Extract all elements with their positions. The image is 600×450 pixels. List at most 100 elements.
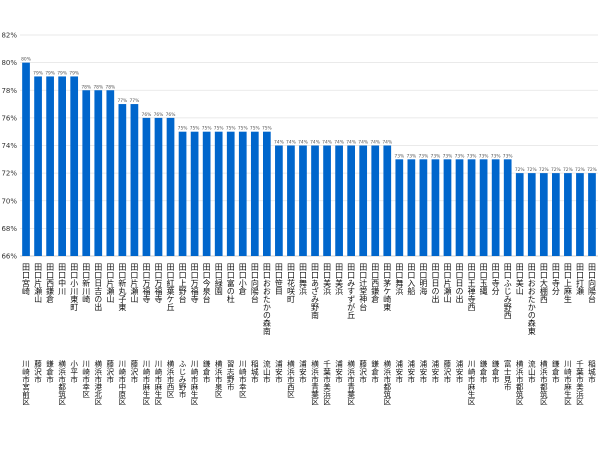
data-label: 74% [286, 140, 296, 146]
data-label: 74% [298, 140, 308, 146]
ward-label: 浦安市 [334, 359, 343, 384]
station-label: 田口宮崎 [22, 263, 31, 295]
bar [263, 131, 271, 256]
bar [539, 173, 548, 256]
station-label: 田口ふじみ野西 [503, 263, 512, 320]
station-labels: 田口宮崎 田口片瀬山 田口西鎌倉 田口中川 田口小川東町 田口新川崎 田口日吉の出 田口片瀬山… [22, 263, 597, 336]
station-label: 田口万福寺 [142, 263, 151, 303]
station-label: 田口美浜 [335, 263, 344, 296]
ward-label: 流山市 [262, 359, 271, 384]
data-label: 79% [69, 70, 79, 76]
station-label: 田口紅葉ケ丘 [166, 263, 175, 311]
data-label: 73% [467, 153, 477, 159]
bars [22, 62, 596, 256]
y-tick-label: 76% [1, 114, 17, 122]
y-tick-label: 70% [1, 197, 17, 205]
bar [576, 173, 584, 256]
station-label: 田口寺分 [491, 263, 500, 296]
station-label: 田口おおたかの森東 [527, 263, 536, 336]
ward-label: 川崎市幸区 [82, 360, 91, 398]
data-label: 73% [491, 153, 501, 159]
bar [347, 145, 355, 256]
ward-label: 川崎市麻生区 [190, 360, 199, 406]
station-label: 田口茅ケ崎東 [383, 263, 392, 312]
station-label: 田口片瀬山 [130, 263, 139, 304]
data-label: 75% [202, 126, 212, 132]
station-label: 田口小川東町 [70, 263, 79, 311]
bar [335, 145, 343, 256]
station-label: 田口舞浜 [395, 263, 404, 296]
station-label: 田口新川崎 [82, 263, 91, 303]
station-label: 田口玉縄 [479, 263, 488, 295]
station-label: 田口今泉台 [202, 263, 211, 304]
bar [226, 131, 235, 256]
data-label: 72% [527, 167, 537, 173]
y-tick-label: 72% [1, 170, 17, 178]
data-label: 74% [274, 140, 284, 146]
data-label: 73% [431, 153, 441, 159]
data-label: 76% [142, 112, 152, 118]
data-label: 73% [455, 153, 465, 159]
ward-label: 鎌倉市 [479, 359, 488, 384]
y-tick-label: 78% [1, 87, 17, 95]
data-label: 79% [33, 70, 43, 76]
station-label: 田口打瀬 [575, 263, 584, 296]
data-label: 75% [214, 126, 224, 132]
bar [552, 173, 560, 256]
bar [202, 131, 211, 256]
station-label: 田口明海 [419, 263, 428, 296]
ward-label: 浦安市 [407, 359, 416, 384]
station-label: 田口西鎌倉 [371, 263, 380, 304]
bar [178, 131, 187, 256]
y-tick-label: 80% [1, 59, 17, 67]
bar [142, 117, 151, 256]
ward-label: 川崎市麻生区 [142, 360, 151, 406]
ward-label: 藤沢市 [33, 359, 42, 384]
data-label: 73% [419, 153, 429, 159]
ward-label: 千葉市美浜区 [322, 359, 331, 406]
bar [46, 76, 54, 256]
data-label: 73% [443, 153, 453, 159]
station-label: 田口辻堂神台 [359, 263, 368, 312]
data-label: 72% [575, 167, 585, 173]
bar [311, 145, 319, 256]
ward-label: 川崎市宮前区 [21, 360, 30, 406]
bar [154, 117, 163, 256]
data-label: 75% [262, 126, 272, 132]
ward-label: 鎌倉市 [551, 359, 560, 384]
ward-label: 鎌倉市 [202, 359, 211, 384]
data-label: 74% [382, 140, 392, 146]
ward-label: 流山市 [527, 359, 536, 384]
bar [275, 145, 283, 256]
data-label: 76% [154, 112, 164, 118]
data-label: 79% [45, 70, 55, 76]
station-label: 田口日の出 [455, 263, 464, 304]
data-label: 77% [130, 98, 140, 104]
bar [34, 76, 42, 256]
ward-label: 習志野市 [226, 360, 235, 392]
data-label: 75% [250, 126, 260, 132]
station-label: 田口美浜 [323, 263, 332, 296]
ward-label: 浦安市 [419, 359, 428, 384]
ward-label: 横浜市港北区 [94, 359, 103, 406]
data-label: 75% [226, 126, 236, 132]
station-label: 田口花咲町 [286, 263, 295, 303]
data-label: 79% [57, 70, 67, 76]
data-label: 78% [105, 84, 115, 90]
station-label: 田口片瀬山 [106, 263, 115, 304]
station-label: 田口寺分 [551, 263, 560, 296]
data-label: 72% [515, 167, 525, 173]
bar [564, 173, 572, 256]
ward-label: 横浜市西区 [286, 359, 295, 398]
station-label: 田口大棚西 [539, 263, 548, 304]
data-label: 78% [93, 84, 103, 90]
ward-label: 千葉市美浜区 [575, 359, 584, 406]
bar [250, 131, 259, 256]
data-label: 78% [81, 84, 91, 90]
bar [130, 104, 139, 256]
bar [323, 145, 331, 256]
station-label: 田口上野台 [178, 263, 187, 304]
data-label: 72% [551, 167, 561, 173]
ward-label: 川崎市中原区 [118, 360, 127, 406]
